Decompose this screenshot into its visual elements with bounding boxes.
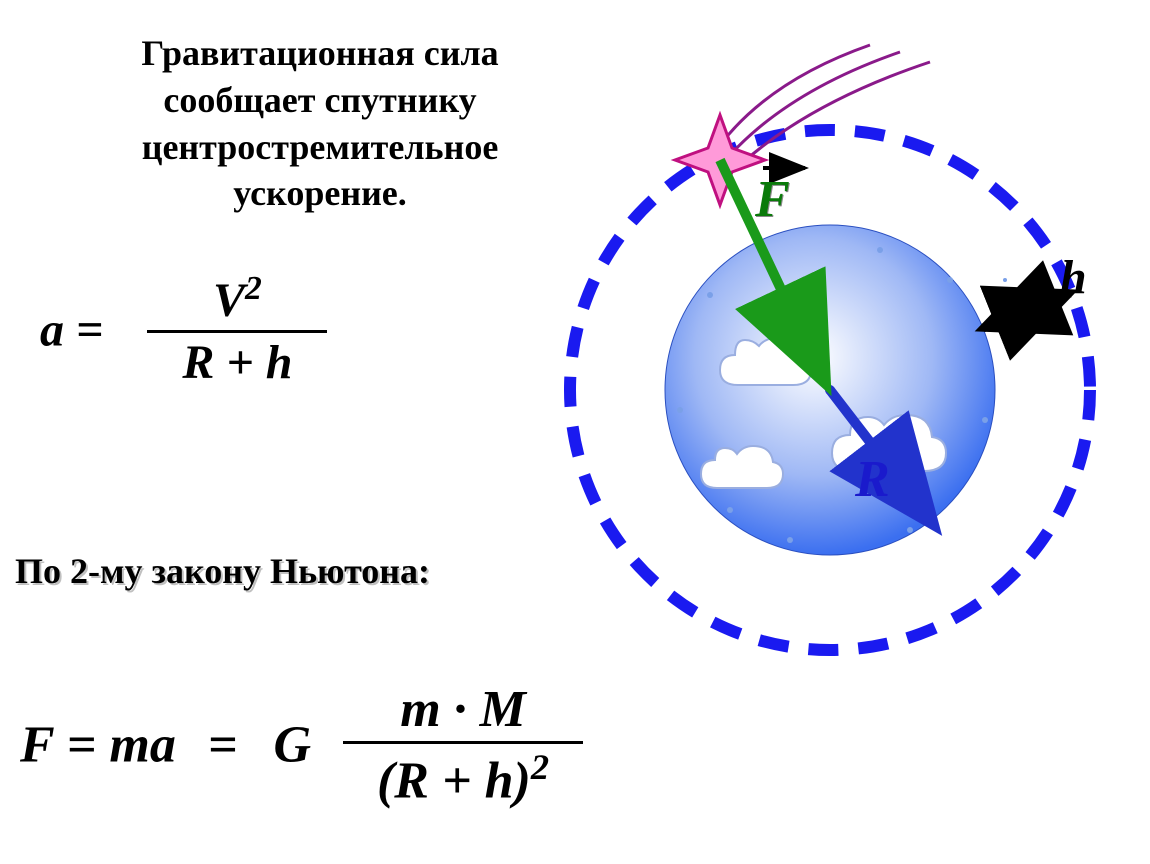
label-F: F [755, 170, 790, 229]
label-h: h [1060, 250, 1087, 305]
title-line-2: сообщает спутнику [163, 80, 476, 120]
F-den: (R + h) [377, 752, 531, 809]
center-dot [825, 385, 835, 395]
F-lhs2: ma [109, 717, 175, 774]
formula-acceleration: a = V2 R + h [40, 270, 327, 390]
F-G: G [273, 717, 311, 774]
F-eq: = [208, 717, 238, 774]
a-lhs: a = [40, 304, 103, 357]
F-lhs1: F = [20, 717, 96, 774]
subheading-text: По 2-му закону Ньютона: [15, 551, 430, 591]
title-line-4: ускорение. [233, 173, 407, 213]
formula-force: F = ma = G m · M (R + h)2 [20, 680, 583, 810]
subheading: По 2-му закону Ньютона: [15, 550, 430, 592]
label-R: R [855, 450, 890, 509]
orbit-diagram [530, 40, 1150, 720]
a-num-sup: 2 [245, 270, 262, 307]
a-num: V [213, 274, 245, 327]
title-line-3: центростремительное [142, 127, 499, 167]
title-block: Гравитационная сила сообщает спутнику це… [80, 30, 560, 217]
title-line-1: Гравитационная сила [141, 33, 498, 73]
a-den: R + h [147, 335, 327, 390]
F-letter: F [755, 171, 790, 228]
h-arrow [983, 293, 1070, 328]
F-den-sup: 2 [531, 747, 549, 787]
h-letter: h [1060, 251, 1087, 304]
R-letter: R [855, 451, 890, 508]
satellite-trails [720, 45, 930, 165]
